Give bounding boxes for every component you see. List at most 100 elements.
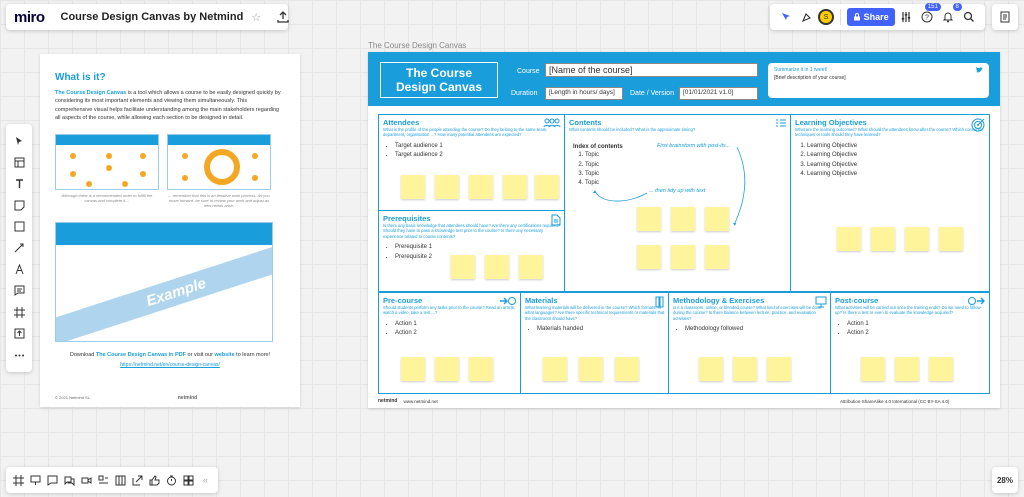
list-item[interactable]: Action 1 bbox=[847, 320, 985, 329]
download-pdf-link[interactable]: The Course Design Canvas in PDF bbox=[95, 352, 187, 358]
celebrate-icon[interactable] bbox=[797, 7, 816, 27]
tweet-box[interactable]: Summarize it in 1 tweet! [Brief descript… bbox=[768, 63, 989, 98]
sticky-note[interactable] bbox=[401, 357, 425, 381]
post-course-section[interactable]: Post-course What activities will be carr… bbox=[830, 292, 990, 394]
help-icon[interactable]: ? 151 bbox=[918, 3, 941, 27]
website-link[interactable]: website bbox=[214, 352, 235, 358]
footer-url[interactable]: www.netmind.net bbox=[403, 398, 438, 404]
pen-icon[interactable] bbox=[9, 259, 29, 279]
sticky-note[interactable] bbox=[837, 227, 861, 251]
connection-line-icon[interactable] bbox=[9, 238, 29, 258]
sticky-note[interactable] bbox=[485, 255, 509, 279]
list-item[interactable]: Prerequisite 1 bbox=[395, 243, 561, 252]
list-item[interactable]: Methodology followed bbox=[685, 325, 827, 334]
sticky-note[interactable] bbox=[705, 245, 729, 269]
sticky-note[interactable] bbox=[895, 357, 919, 381]
apps-icon[interactable] bbox=[182, 470, 195, 490]
course-name-field[interactable]: [Name of the course] bbox=[545, 63, 758, 77]
collapse-chevron-icon[interactable]: « bbox=[202, 475, 208, 485]
upload-icon[interactable] bbox=[9, 324, 29, 344]
present-icon[interactable] bbox=[29, 470, 42, 490]
star-icon[interactable]: ☆ bbox=[251, 11, 262, 24]
sticky-note[interactable] bbox=[733, 357, 757, 381]
list-item[interactable]: Target audience 1 bbox=[395, 142, 561, 151]
sticky-note[interactable] bbox=[705, 207, 729, 231]
list-item[interactable]: Target audience 2 bbox=[395, 151, 561, 160]
share-screen-icon[interactable] bbox=[131, 470, 144, 490]
sticky-note[interactable] bbox=[939, 227, 963, 251]
course-canvas-url[interactable]: https://netmind.net/en/course-design-can… bbox=[120, 362, 220, 368]
search-icon[interactable] bbox=[960, 7, 979, 27]
annotation-brainstorm[interactable]: First brainstorm with post-its... bbox=[657, 143, 731, 149]
sticky-note[interactable] bbox=[615, 357, 639, 381]
list-item[interactable]: Topic bbox=[585, 161, 787, 170]
annotation-tidy[interactable]: ... then tidy up with text bbox=[649, 188, 706, 194]
list-item[interactable]: Action 2 bbox=[395, 329, 517, 338]
miro-logo[interactable]: miro bbox=[14, 8, 45, 26]
list-item[interactable]: Materials handed bbox=[537, 325, 665, 334]
frames-icon[interactable] bbox=[12, 470, 25, 490]
prerequisites-section[interactable]: Prerequisites Is there any basic knowled… bbox=[378, 210, 566, 292]
shape-icon[interactable] bbox=[9, 217, 29, 237]
list-item[interactable]: Prerequisite 2 bbox=[395, 253, 561, 262]
share-button[interactable]: Share bbox=[846, 8, 895, 26]
sticky-note[interactable] bbox=[435, 175, 459, 199]
sticky-note[interactable] bbox=[469, 357, 493, 381]
cursor-follow-icon[interactable] bbox=[776, 7, 795, 27]
sticky-note-icon[interactable] bbox=[9, 195, 29, 215]
comment-icon[interactable] bbox=[9, 281, 29, 301]
frame-icon[interactable] bbox=[9, 302, 29, 322]
text-icon[interactable] bbox=[9, 174, 29, 194]
templates-icon[interactable] bbox=[9, 152, 29, 172]
sticky-note[interactable] bbox=[699, 357, 723, 381]
avatar[interactable]: S bbox=[818, 9, 834, 25]
sticky-note[interactable] bbox=[401, 175, 425, 199]
sticky-note[interactable] bbox=[871, 227, 895, 251]
video-call-icon[interactable] bbox=[80, 470, 93, 490]
sticky-note[interactable] bbox=[767, 357, 791, 381]
settings-sliders-icon[interactable] bbox=[897, 7, 916, 27]
sticky-note[interactable] bbox=[519, 255, 543, 279]
chat-icon[interactable] bbox=[63, 470, 76, 490]
sticky-note[interactable] bbox=[435, 357, 459, 381]
notes-panel-button[interactable] bbox=[992, 4, 1018, 30]
sticky-note[interactable] bbox=[503, 175, 527, 199]
board-title[interactable]: Course Design Canvas by Netmind bbox=[60, 11, 244, 23]
sticky-note[interactable] bbox=[861, 357, 885, 381]
sticky-note[interactable] bbox=[637, 245, 661, 269]
zoom-level[interactable]: 28% bbox=[992, 467, 1018, 493]
contents-section[interactable]: Contents What contents should be include… bbox=[564, 114, 792, 292]
sticky-note[interactable] bbox=[535, 175, 559, 199]
list-item[interactable]: Learning Objective bbox=[807, 142, 985, 151]
sticky-note[interactable] bbox=[579, 357, 603, 381]
sticky-note[interactable] bbox=[671, 207, 695, 231]
sticky-note[interactable] bbox=[929, 357, 953, 381]
more-tools-icon[interactable] bbox=[9, 345, 29, 365]
list-item[interactable]: Action 1 bbox=[395, 320, 517, 329]
materials-section[interactable]: Materials What learning materials will b… bbox=[520, 292, 670, 394]
list-item[interactable]: Action 2 bbox=[847, 329, 985, 338]
course-design-canvas[interactable]: The Course Design Canvas Course [Name of… bbox=[368, 52, 1000, 408]
list-item[interactable]: Learning Objective bbox=[807, 161, 985, 170]
cards-icon[interactable] bbox=[97, 470, 110, 490]
info-card[interactable]: What is it? The Course Design Canvas is … bbox=[40, 54, 300, 407]
duration-field[interactable]: [Length in hours/ days] bbox=[545, 87, 623, 100]
sticky-note[interactable] bbox=[905, 227, 929, 251]
attendees-section[interactable]: Attendees What is the profile of the peo… bbox=[378, 114, 566, 212]
list-item[interactable]: Topic bbox=[585, 170, 787, 179]
tweet-text[interactable]: [Brief description of your course] bbox=[774, 75, 846, 81]
comments-icon[interactable] bbox=[46, 470, 59, 490]
sticky-note[interactable] bbox=[451, 255, 475, 279]
export-icon[interactable] bbox=[277, 7, 289, 27]
list-item[interactable]: Topic bbox=[585, 151, 787, 160]
pre-course-section[interactable]: Pre-course Should students perform any t… bbox=[378, 292, 522, 394]
timer-icon[interactable] bbox=[165, 470, 178, 490]
list-item[interactable]: Topic bbox=[585, 179, 787, 188]
sticky-note[interactable] bbox=[469, 175, 493, 199]
frame-title[interactable]: The Course Design Canvas bbox=[368, 41, 467, 50]
methodology-section[interactable]: Methodology & Exercises Is it a classroo… bbox=[668, 292, 832, 394]
list-item[interactable]: Learning Objective bbox=[807, 151, 985, 160]
sticky-note[interactable] bbox=[671, 245, 695, 269]
list-item[interactable]: Learning Objective bbox=[807, 170, 985, 179]
bell-icon[interactable]: 8 bbox=[939, 3, 962, 27]
